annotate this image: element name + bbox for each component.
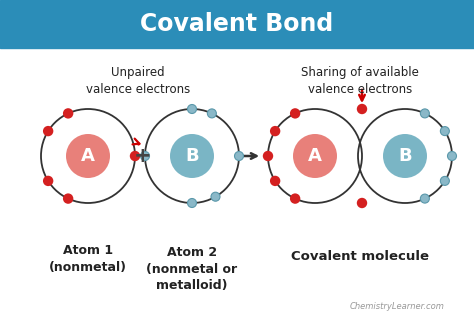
Circle shape bbox=[43, 176, 54, 186]
Circle shape bbox=[63, 108, 73, 119]
Circle shape bbox=[43, 126, 54, 136]
Text: Atom 2
(nonmetal or
metalloid): Atom 2 (nonmetal or metalloid) bbox=[146, 246, 237, 293]
Text: Unpaired
valence electrons: Unpaired valence electrons bbox=[86, 66, 190, 96]
Circle shape bbox=[270, 126, 280, 136]
Text: +: + bbox=[134, 146, 152, 166]
Text: Atom 1
(nonmetal): Atom 1 (nonmetal) bbox=[49, 244, 127, 274]
Circle shape bbox=[188, 105, 197, 114]
Circle shape bbox=[440, 176, 449, 185]
Circle shape bbox=[440, 127, 449, 136]
Text: A: A bbox=[81, 147, 95, 165]
Circle shape bbox=[270, 176, 280, 186]
Circle shape bbox=[447, 152, 456, 160]
Circle shape bbox=[357, 198, 367, 208]
Text: Covalent molecule: Covalent molecule bbox=[291, 250, 429, 263]
Circle shape bbox=[420, 109, 429, 118]
Text: A: A bbox=[308, 147, 322, 165]
Circle shape bbox=[293, 134, 337, 178]
Circle shape bbox=[357, 104, 367, 114]
Circle shape bbox=[130, 151, 140, 161]
Circle shape bbox=[383, 134, 427, 178]
Text: B: B bbox=[398, 147, 412, 165]
Circle shape bbox=[290, 193, 301, 204]
Circle shape bbox=[207, 109, 216, 118]
Circle shape bbox=[140, 152, 149, 160]
Circle shape bbox=[263, 151, 273, 161]
Circle shape bbox=[211, 192, 220, 201]
Circle shape bbox=[170, 134, 214, 178]
Circle shape bbox=[63, 193, 73, 204]
Text: Covalent Bond: Covalent Bond bbox=[140, 12, 334, 36]
Circle shape bbox=[66, 134, 110, 178]
Circle shape bbox=[188, 198, 197, 207]
Circle shape bbox=[290, 108, 301, 119]
Text: ChemistryLearner.com: ChemistryLearner.com bbox=[350, 302, 445, 311]
Text: B: B bbox=[185, 147, 199, 165]
Text: Sharing of available
valence electrons: Sharing of available valence electrons bbox=[301, 66, 419, 96]
Circle shape bbox=[235, 152, 244, 160]
Circle shape bbox=[420, 194, 429, 203]
FancyArrowPatch shape bbox=[133, 139, 139, 145]
Bar bbox=[0, 0, 474, 48]
